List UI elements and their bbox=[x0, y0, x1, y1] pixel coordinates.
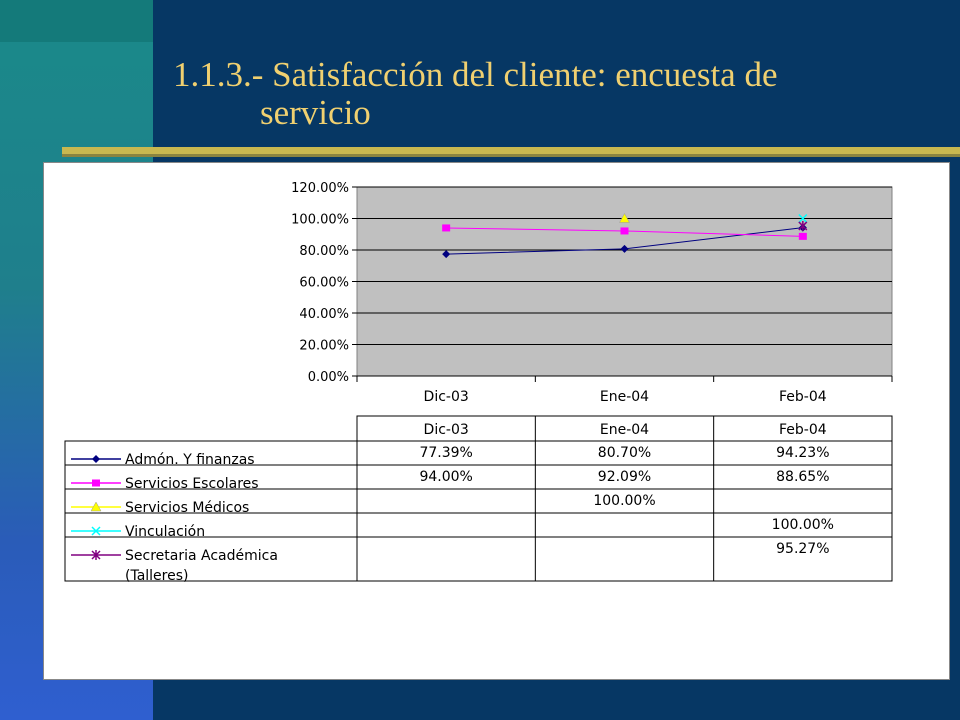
slide-title-line2: servicio bbox=[260, 93, 371, 132]
table-cell-value: 80.70% bbox=[598, 445, 651, 461]
slide-title: 1.1.3.- Satisfacción del cliente: encues… bbox=[173, 56, 933, 132]
legend-marker bbox=[91, 550, 101, 560]
data-point bbox=[798, 213, 808, 224]
y-tick-label: 60.00% bbox=[299, 276, 349, 291]
left-decor-top bbox=[0, 0, 153, 42]
title-underline bbox=[62, 147, 960, 154]
slide-title-line1: 1.1.3.- Satisfacción del cliente: encues… bbox=[173, 55, 778, 94]
y-tick-label: 40.00% bbox=[299, 307, 349, 322]
data-point bbox=[619, 212, 630, 223]
table-header-label: Feb-04 bbox=[779, 422, 827, 438]
title-underline-shadow bbox=[62, 154, 960, 157]
legend-marker bbox=[91, 526, 101, 536]
legend-marker bbox=[92, 455, 100, 463]
data-point bbox=[798, 220, 808, 231]
y-tick-label: 100.00% bbox=[291, 213, 349, 228]
table-header-label: Ene-04 bbox=[600, 422, 649, 438]
data-point bbox=[620, 244, 629, 253]
legend-marker bbox=[90, 501, 102, 512]
table-body bbox=[64, 440, 893, 582]
table-header-label: Dic-03 bbox=[424, 422, 469, 438]
table-cell-value: 95.27% bbox=[776, 541, 829, 557]
legend-label: Servicios Escolares bbox=[125, 476, 259, 492]
legend-label: Secretaria Académica bbox=[125, 548, 278, 564]
legend-marker bbox=[92, 479, 100, 487]
table-cell-value: 92.09% bbox=[598, 469, 651, 485]
table-cell-value: 100.00% bbox=[593, 493, 655, 509]
y-tick-label: 20.00% bbox=[299, 339, 349, 354]
legend-label: (Talleres) bbox=[125, 568, 189, 584]
table-cell-value: 94.23% bbox=[776, 445, 829, 461]
y-tick-label: 80.00% bbox=[299, 244, 349, 259]
legend-label: Admón. Y finanzas bbox=[125, 452, 255, 468]
data-point bbox=[442, 224, 451, 232]
table-cell-value: 77.39% bbox=[419, 445, 472, 461]
table-cell-value: 94.00% bbox=[419, 469, 472, 485]
data-point bbox=[798, 232, 807, 240]
x-tick-label: Dic-03 bbox=[424, 389, 469, 405]
table-cell-value: 88.65% bbox=[776, 469, 829, 485]
x-tick-label: Feb-04 bbox=[779, 389, 827, 405]
chart-panel: 120.00% 100.00% 80.00% 60.00% 40.00% 20.00% 0.… bbox=[43, 162, 950, 680]
y-tick-label: 120.00% bbox=[291, 181, 349, 196]
x-tick-label: Ene-04 bbox=[600, 389, 649, 405]
data-point bbox=[442, 250, 451, 259]
y-tick-label: 0.00% bbox=[308, 370, 349, 385]
legend-label: Vinculación bbox=[125, 524, 205, 540]
legend-label: Servicios Médicos bbox=[125, 500, 249, 516]
table-cell-value: 100.00% bbox=[772, 517, 834, 533]
line-chart: 120.00% 100.00% 80.00% 60.00% 40.00% 20.00% 0.… bbox=[64, 181, 893, 584]
data-point bbox=[620, 227, 629, 235]
